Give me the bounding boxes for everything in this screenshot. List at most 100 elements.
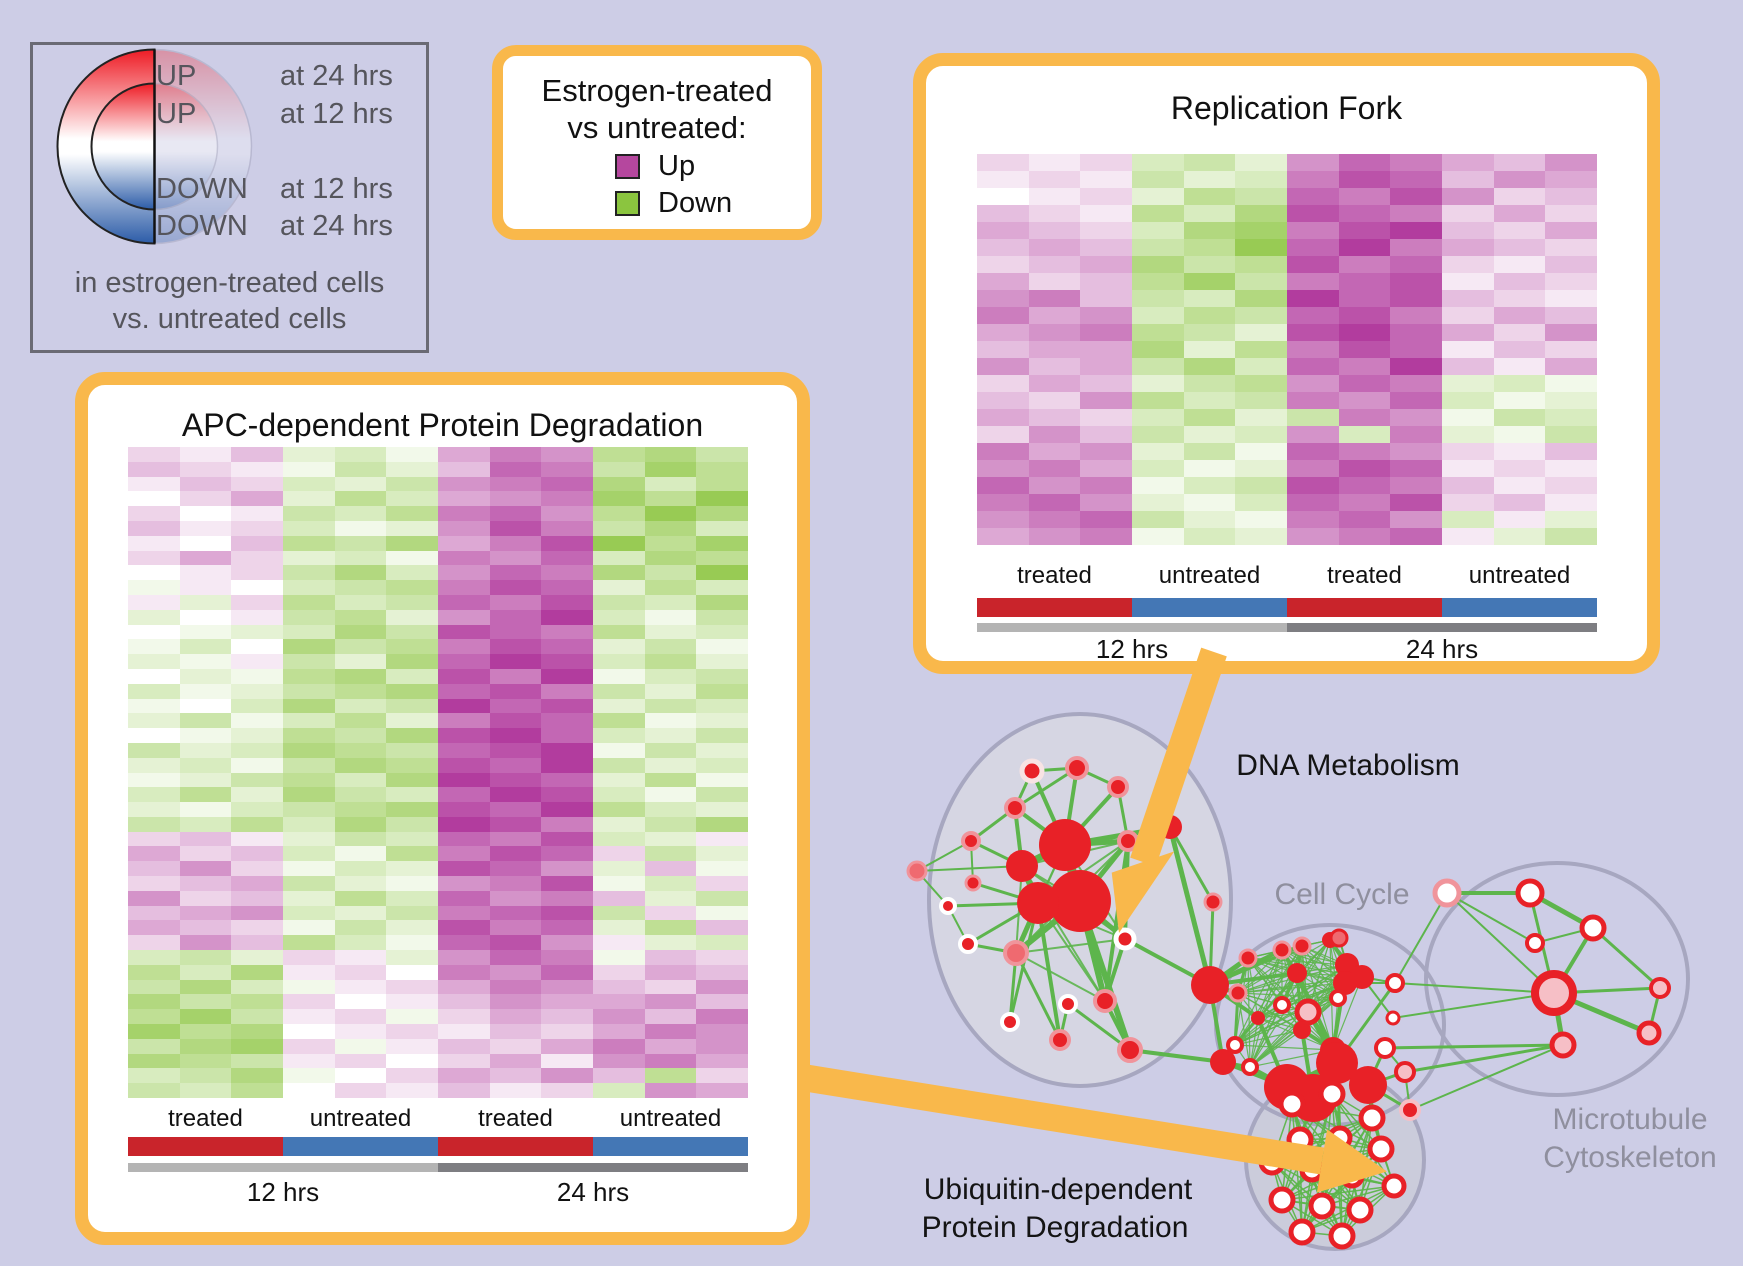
heatmap-cell bbox=[1545, 528, 1597, 545]
heatmap-cell bbox=[386, 787, 438, 803]
heatmap-cell bbox=[1442, 256, 1494, 273]
heatmap-cell bbox=[386, 979, 438, 995]
heatmap-cell bbox=[541, 550, 593, 566]
heatmap-cell bbox=[977, 239, 1029, 256]
heatmap-cell bbox=[489, 654, 542, 669]
heatmap-cell bbox=[128, 506, 180, 521]
heatmap-cell bbox=[438, 1053, 490, 1069]
heatmap-cell bbox=[1390, 239, 1442, 256]
legend-dir-label: DOWN bbox=[156, 173, 248, 205]
heatmap-cell bbox=[593, 846, 645, 862]
heatmap-cell bbox=[696, 1024, 748, 1039]
heatmap-cell bbox=[438, 1083, 490, 1098]
heatmap-cell bbox=[644, 816, 697, 832]
heatmap-cell bbox=[386, 506, 438, 521]
heatmap-cell bbox=[231, 683, 283, 699]
heatmap-cell bbox=[128, 876, 180, 891]
heatmap-cell bbox=[593, 890, 645, 906]
network-node bbox=[1251, 1011, 1265, 1025]
heatmap-cell bbox=[1028, 222, 1081, 239]
heatmap-cell bbox=[179, 964, 232, 980]
heatmap-cell bbox=[1080, 324, 1132, 341]
heatmap-cell bbox=[334, 1068, 387, 1084]
heatmap-cell bbox=[644, 476, 697, 492]
rf-hour-labels: 12 hrs 24 hrs bbox=[977, 634, 1597, 665]
network-node bbox=[1241, 1058, 1259, 1076]
heatmap-cell bbox=[386, 742, 438, 758]
heatmap-cell bbox=[593, 905, 645, 921]
heatmap-cell bbox=[1338, 341, 1391, 358]
heatmap-cell bbox=[1545, 358, 1597, 375]
heatmap-cell bbox=[334, 461, 387, 477]
heatmap-cell bbox=[489, 905, 542, 921]
heatmap-cell bbox=[696, 964, 748, 980]
heatmap-cell bbox=[593, 1024, 645, 1039]
heatmap-cell bbox=[1493, 239, 1546, 256]
heatmap-cell bbox=[128, 831, 180, 847]
heatmap-cell bbox=[696, 594, 748, 610]
heatmap-cell bbox=[489, 1053, 542, 1069]
heatmap-cell bbox=[1545, 494, 1597, 511]
heatmap-cell bbox=[334, 787, 387, 803]
heatmap-cell bbox=[593, 861, 645, 877]
heatmap-cell bbox=[1442, 171, 1494, 188]
heatmap-cell bbox=[334, 506, 387, 521]
heatmap-cell bbox=[1183, 273, 1236, 290]
heatmap-cell bbox=[1338, 205, 1391, 222]
heatmap-cell bbox=[1338, 239, 1391, 256]
heatmap-cell bbox=[644, 683, 697, 699]
heatmap-cell bbox=[696, 550, 748, 566]
heatmap-cell bbox=[977, 222, 1029, 239]
heatmap-cell bbox=[179, 683, 232, 699]
heatmap-cell bbox=[489, 861, 542, 877]
heatmap-cell bbox=[1442, 477, 1494, 494]
heatmap-cell bbox=[438, 994, 490, 1010]
heatmap-cell bbox=[386, 772, 438, 788]
heatmap-cell bbox=[696, 461, 748, 477]
heatmap-cell bbox=[1132, 358, 1184, 375]
heatmap-cell bbox=[696, 535, 748, 551]
heatmap-cell bbox=[644, 654, 697, 669]
heatmap-cell bbox=[1132, 392, 1184, 409]
heatmap-cell bbox=[386, 1024, 438, 1039]
heatmap-cell bbox=[386, 609, 438, 625]
heatmap-cell bbox=[541, 1009, 593, 1025]
heatmap-cell bbox=[231, 787, 283, 803]
network-node bbox=[1226, 1036, 1244, 1054]
heatmap-cell bbox=[438, 535, 490, 551]
heatmap-cell bbox=[1028, 154, 1081, 171]
heatmap-cell bbox=[386, 580, 438, 595]
heatmap-cell bbox=[644, 861, 697, 877]
heatmap-cell bbox=[1287, 341, 1339, 358]
heatmap-cell bbox=[231, 905, 283, 921]
heatmap-cell bbox=[128, 802, 180, 817]
network-node bbox=[1292, 936, 1312, 956]
heatmap-cell bbox=[128, 757, 180, 773]
heatmap-cell bbox=[283, 1038, 335, 1054]
heatmap-cell bbox=[1028, 494, 1081, 511]
heatmap-cell bbox=[179, 476, 232, 492]
heatmap-cell bbox=[231, 757, 283, 773]
heatmap-cell bbox=[386, 491, 438, 507]
heatmap-cell bbox=[541, 713, 593, 729]
heatmap-cell bbox=[1183, 409, 1236, 426]
heatmap-cell bbox=[1390, 205, 1442, 222]
network-node bbox=[964, 874, 982, 892]
heatmap-cell bbox=[1080, 171, 1132, 188]
heatmap-cell bbox=[644, 447, 697, 462]
heatmap-cell bbox=[438, 639, 490, 655]
heatmap-cell bbox=[1183, 426, 1236, 443]
legend-time-label: at 12 hrs bbox=[280, 173, 393, 205]
heatmap-cell bbox=[128, 920, 180, 936]
heatmap-cell bbox=[696, 668, 748, 684]
heatmap-cell bbox=[1235, 511, 1287, 528]
heatmap-cell bbox=[593, 520, 645, 536]
heatmap-cell bbox=[1442, 511, 1494, 528]
heatmap-cell bbox=[489, 772, 542, 788]
heatmap-cell bbox=[1028, 239, 1081, 256]
heatmap-cell bbox=[489, 787, 542, 803]
heatmap-cell bbox=[128, 668, 180, 684]
heatmap-cell bbox=[1493, 528, 1546, 545]
heatmap-cell bbox=[1390, 528, 1442, 545]
